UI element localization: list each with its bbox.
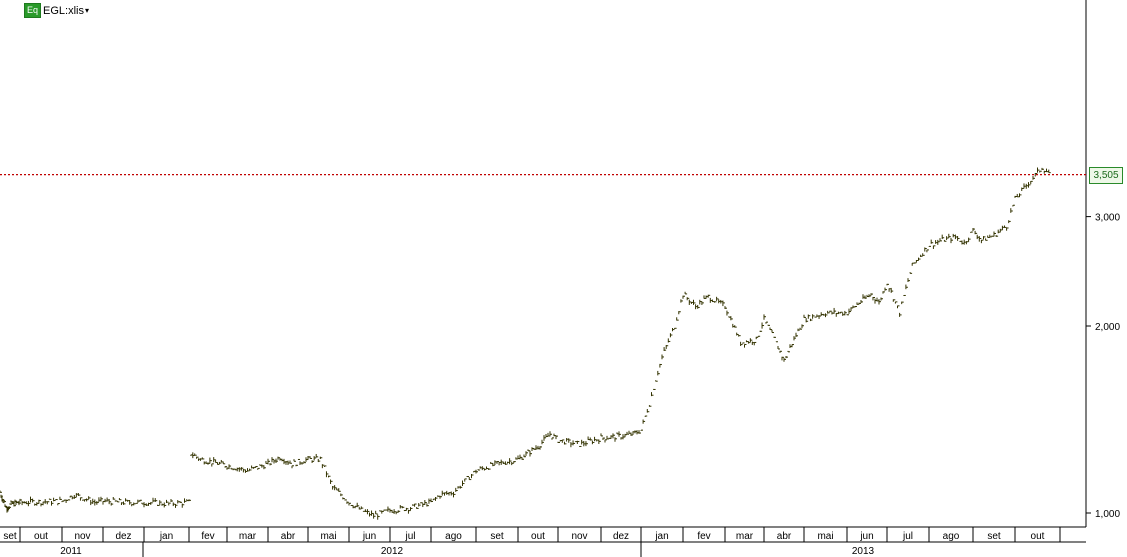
year-label: 2013: [852, 546, 875, 557]
month-label: jun: [859, 531, 873, 542]
symbol-name[interactable]: EGL:xlis: [43, 4, 84, 17]
y-tick-label: 1,000: [1095, 509, 1120, 520]
month-label: jan: [654, 531, 668, 542]
month-label: dez: [115, 531, 131, 542]
chevron-down-icon[interactable]: ▾: [84, 6, 89, 15]
month-label: mar: [736, 531, 754, 542]
year-label: 2011: [60, 546, 82, 557]
month-label: set: [3, 531, 17, 542]
year-label: 2012: [381, 546, 404, 557]
symbol-selector[interactable]: Eq EGL:xlis ▾: [24, 3, 89, 18]
month-label: ago: [445, 531, 462, 542]
month-label: mai: [320, 531, 336, 542]
month-label: mar: [239, 531, 257, 542]
equity-badge: Eq: [24, 3, 42, 18]
month-label: jun: [362, 531, 376, 542]
price-series: [0, 167, 1051, 520]
month-label: jan: [159, 531, 173, 542]
month-label: jul: [902, 531, 913, 542]
month-label: out: [531, 531, 545, 542]
year-axis: 2011 2012 2013: [60, 542, 875, 557]
month-axis: set out nov dez jan fev mar abr mai jun jul ago set o…: [3, 527, 1061, 542]
month-label: fev: [201, 531, 214, 542]
month-label: dez: [613, 531, 629, 542]
month-label: mai: [817, 531, 833, 542]
month-label: nov: [571, 531, 587, 542]
month-label: set: [490, 531, 504, 542]
month-label: set: [987, 531, 1001, 542]
month-label: jul: [404, 531, 415, 542]
month-label: nov: [74, 531, 90, 542]
y-axis-ticks: 1,000 2,000 3,000: [1086, 213, 1120, 520]
month-label: fev: [697, 531, 710, 542]
month-label: abr: [281, 531, 296, 542]
month-label: ago: [943, 531, 960, 542]
y-tick-label: 3,000: [1095, 213, 1120, 224]
y-tick-label: 2,000: [1095, 322, 1120, 333]
month-label: abr: [777, 531, 792, 542]
month-label: out: [1031, 531, 1045, 542]
last-price-label: 3,505: [1089, 166, 1123, 184]
month-label: out: [34, 531, 48, 542]
